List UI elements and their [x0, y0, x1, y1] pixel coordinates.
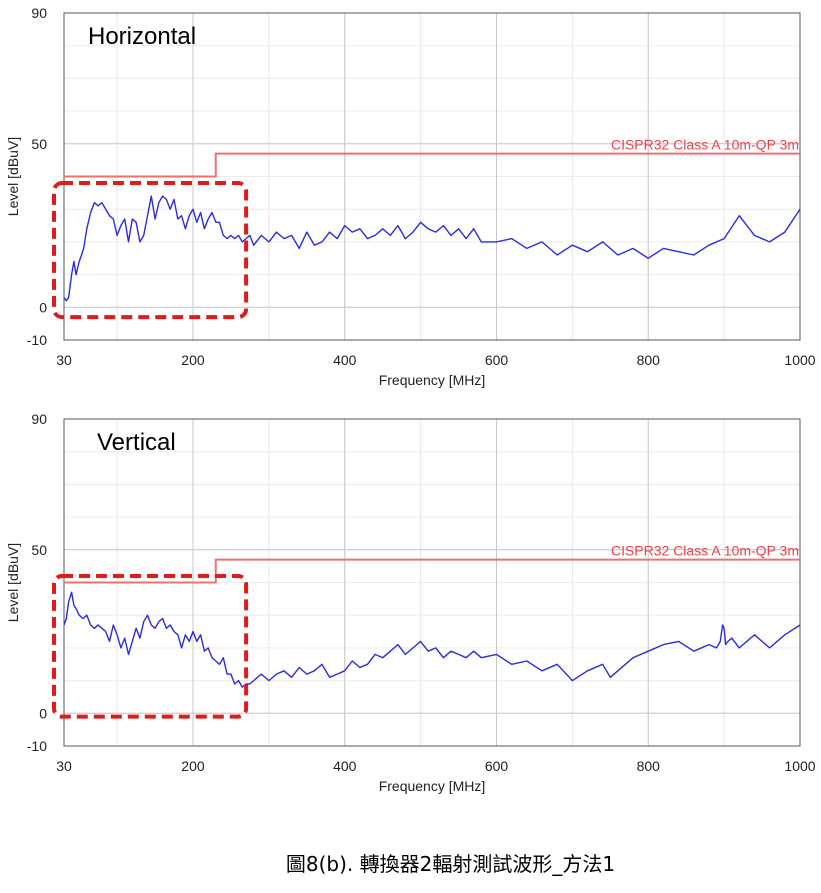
highlight-box	[52, 573, 249, 719]
limit-line-label: CISPR32 Class A 10m-QP 3m	[611, 137, 799, 153]
x-tick-label: 200	[181, 352, 205, 368]
x-axis-label: Frequency [MHz]	[379, 778, 486, 794]
chart-title: Vertical	[97, 429, 176, 456]
x-tick-label: 200	[181, 758, 205, 774]
chart-panel-1: 30 200 400 600 800 1000 -10 0 50 90 Frequency [MHz…	[5, 5, 816, 388]
x-tick-label: 1000	[784, 758, 815, 774]
x-tick-label: 800	[637, 758, 661, 774]
chart-panel-2: 30 200 400 600 800 1000 -10 0 50 90 Frequency [MHz…	[5, 411, 816, 794]
x-tick-label: 30	[56, 758, 72, 774]
data-series-line	[63, 195, 801, 302]
chart-title: Horizontal	[88, 23, 196, 50]
limit-line	[64, 558, 800, 584]
y-axis-label: Level [dBuV]	[5, 543, 21, 622]
x-tick-label: 1000	[784, 352, 815, 368]
y-tick-label: -10	[27, 332, 47, 348]
y-tick-label: 0	[39, 705, 47, 721]
y-axis-label: Level [dBuV]	[5, 137, 21, 216]
y-tick-label: 50	[31, 542, 47, 558]
x-tick-label: 400	[333, 758, 357, 774]
x-tick-label: 600	[485, 758, 509, 774]
x-axis-label: Frequency [MHz]	[379, 372, 486, 388]
limit-line-label: CISPR32 Class A 10m-QP 3m	[611, 543, 799, 559]
x-tick-label: 600	[485, 352, 509, 368]
x-tick-label: 400	[333, 352, 357, 368]
y-tick-label: 50	[31, 136, 47, 152]
y-tick-label: 90	[31, 5, 47, 21]
y-tick-label: 0	[39, 299, 47, 315]
y-tick-label: 90	[31, 411, 47, 427]
x-tick-label: 800	[637, 352, 661, 368]
limit-line	[64, 152, 800, 178]
data-series-line	[63, 591, 801, 688]
x-tick-label: 30	[56, 352, 72, 368]
y-tick-label: -10	[27, 738, 47, 754]
figure-caption: 圖8(b). 轉換器2輻射測試波形_方法1	[285, 852, 616, 876]
highlight-box	[52, 181, 249, 320]
